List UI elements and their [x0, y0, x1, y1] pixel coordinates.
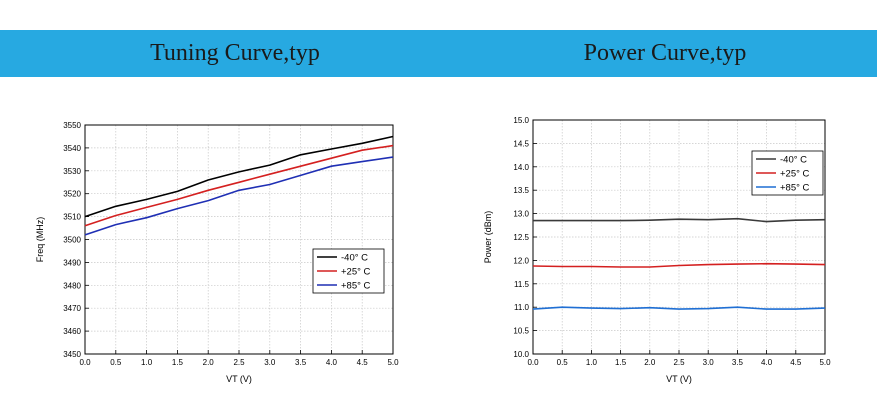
power-x-tick-label: 5.0: [819, 358, 831, 367]
tuning-y-tick-label: 3530: [63, 167, 81, 176]
power-x-tick-label: 0.0: [527, 358, 539, 367]
power-legend-label-0: -40° C: [780, 155, 807, 166]
tuning-legend-label-2: +85° C: [341, 281, 371, 292]
power-x-tick-label: 1.5: [615, 358, 627, 367]
power-x-tick-label: 1.0: [586, 358, 598, 367]
tuning-legend-label-0: -40° C: [341, 253, 368, 264]
tuning-y-tick-label: 3450: [63, 350, 81, 359]
tuning-x-axis-label: VT (V): [226, 374, 252, 384]
tuning-y-tick-label: 3540: [63, 144, 81, 153]
power-curve-title: Power Curve,typ: [583, 40, 747, 66]
power-y-tick-label: 12.5: [513, 233, 529, 242]
tuning-series-line-2: [84, 156, 394, 236]
power-series-line-0: [533, 217, 826, 223]
power-legend-label-2: +85° C: [780, 183, 810, 194]
power-y-tick-label: 15.0: [513, 116, 529, 125]
power-legend-label-1: +25° C: [780, 169, 810, 180]
tuning-y-axis-label: Freq (MHz): [35, 217, 45, 263]
tuning-x-tick-label: 4.5: [357, 358, 369, 367]
power-y-tick-label: 11.0: [514, 303, 530, 312]
power-x-tick-label: 3.5: [732, 358, 744, 367]
power-y-tick-label: 10.0: [513, 350, 529, 359]
tuning-x-tick-label: 0.5: [110, 358, 122, 367]
tuning-x-tick-label: 1.0: [141, 358, 153, 367]
power-x-axis-label: VT (V): [666, 374, 692, 384]
tuning-x-tick-label: 4.0: [326, 358, 338, 367]
power-x-tick-label: 4.0: [761, 358, 773, 367]
tuning-y-tick-label: 3500: [63, 236, 81, 245]
header-banner: Tuning Curve,typ Power Curve,typ: [0, 30, 877, 77]
power-x-tick-label: 0.5: [557, 358, 569, 367]
tuning-x-tick-label: 3.5: [295, 358, 307, 367]
power-y-tick-label: 12.0: [513, 256, 529, 265]
tuning-y-tick-label: 3490: [63, 258, 81, 267]
power-y-tick-label: 11.5: [514, 280, 530, 289]
power-series-line-2: [532, 306, 826, 310]
tuning-x-tick-label: 2.5: [233, 358, 245, 367]
power-y-axis-label: Power (dBm): [483, 211, 493, 264]
power-x-tick-label: 3.0: [703, 358, 715, 367]
tuning-series-line-0: [84, 135, 394, 218]
tuning-y-tick-label: 3510: [63, 213, 81, 222]
tuning-y-tick-label: 3480: [63, 281, 81, 290]
power-x-tick-label: 2.0: [644, 358, 656, 367]
tuning-curve-title: Tuning Curve,typ: [150, 40, 320, 66]
power-y-tick-label: 13.5: [513, 186, 529, 195]
tuning-y-tick-label: 3470: [63, 304, 81, 313]
tuning-y-tick-label: 3550: [63, 121, 81, 130]
power-plot-frame: [532, 119, 826, 355]
tuning-series-line-1: [84, 144, 394, 227]
tuning-legend-label-1: +25° C: [341, 267, 371, 278]
power-series-line-1: [532, 262, 826, 268]
power-x-tick-label: 2.5: [673, 358, 685, 367]
power-y-tick-label: 13.0: [513, 210, 529, 219]
tuning-y-tick-label: 3520: [63, 190, 81, 199]
tuning-plot-frame: [84, 124, 394, 355]
tuning-y-tick-label: 3460: [63, 327, 81, 336]
power-y-tick-label: 14.5: [513, 139, 529, 148]
tuning-x-tick-label: 2.0: [203, 358, 215, 367]
power-x-tick-label: 4.5: [790, 358, 802, 367]
tuning-x-tick-label: 5.0: [387, 358, 399, 367]
tuning-x-tick-label: 0.0: [79, 358, 91, 367]
power-y-tick-label: 10.5: [513, 327, 529, 336]
power-y-tick-label: 14.0: [513, 163, 529, 172]
tuning-x-tick-label: 1.5: [172, 358, 184, 367]
tuning-x-tick-label: 3.0: [264, 358, 276, 367]
